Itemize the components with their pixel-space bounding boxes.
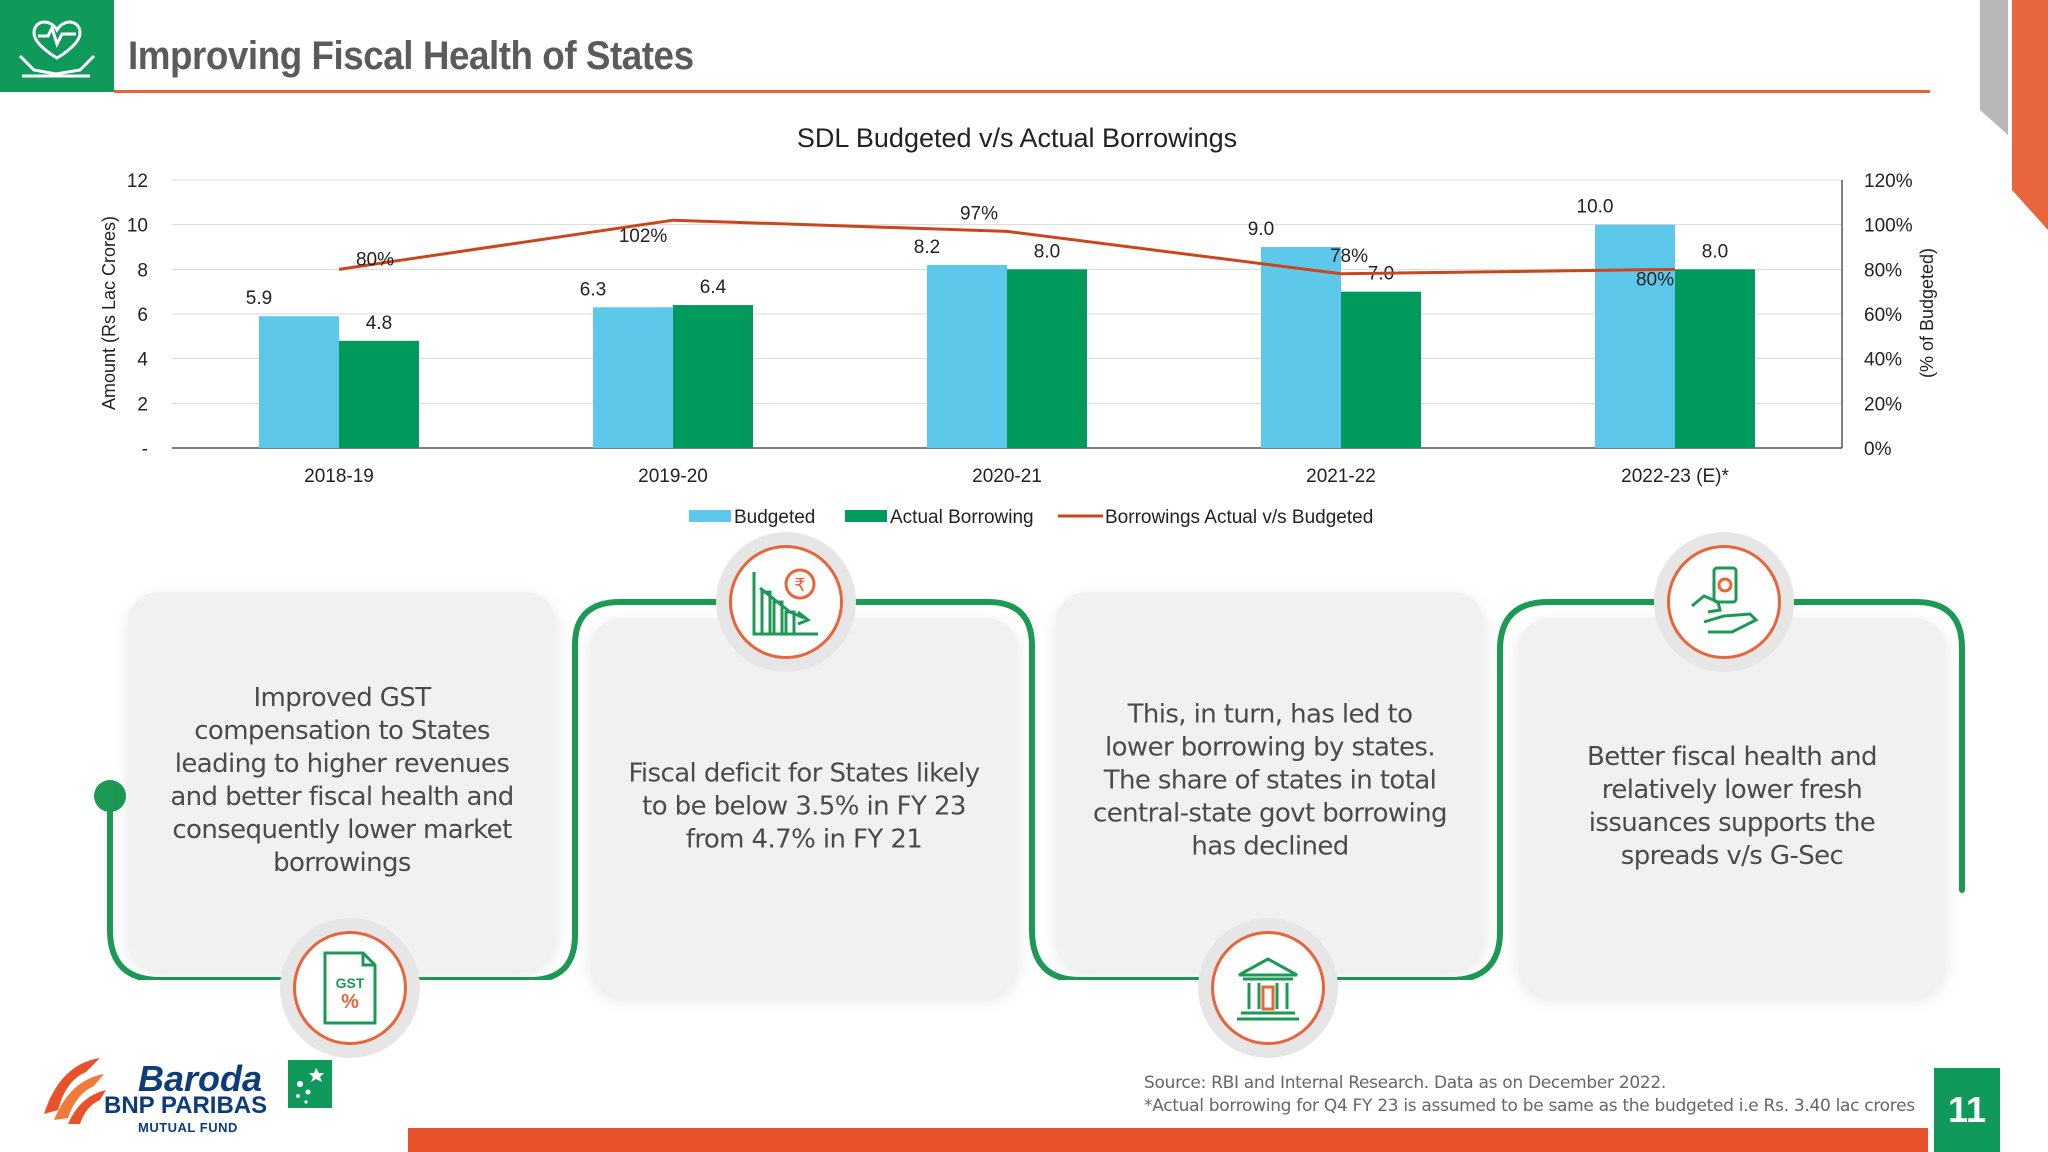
bar-label-actual: 8.0 (1702, 241, 1728, 262)
deficit-icon-badge: ₹ (716, 532, 856, 672)
y-axis-right-label: (% of Budgeted) (1917, 248, 1937, 378)
government-building-icon (1237, 957, 1299, 1021)
source-note: Source: RBI and Internal Research. Data … (1144, 1073, 1666, 1093)
gst-icon-text: GST (336, 975, 365, 991)
y-axis-left-ticks: - 2 4 6 8 10 12 (127, 171, 149, 460)
y-tick-left: 8 (137, 260, 148, 281)
legend: Budgeted Actual Borrowing Borrowings Act… (689, 507, 1373, 528)
timeline-start-dot (94, 780, 126, 812)
corner-decoration (1980, 0, 2048, 230)
bar-actual (1007, 269, 1087, 448)
y-tick-left: 12 (127, 171, 148, 192)
chart-title: SDL Budgeted v/s Actual Borrowings (797, 123, 1237, 153)
card-3-text: This, in turn, has led to lower borrowin… (1093, 699, 1448, 862)
y-tick-right: 100% (1864, 216, 1913, 237)
y-tick-left: 6 (137, 305, 148, 326)
page-number: 11 (1934, 1068, 2000, 1152)
footer-bar (408, 1128, 1928, 1152)
info-card-2: Fiscal deficit for States likely to be b… (590, 618, 1018, 996)
card-1-text: Improved GST compensation to States lead… (170, 683, 514, 878)
brand-bnp-paribas: BNP PARIBAS (104, 1092, 268, 1119)
bar-actual (1675, 269, 1755, 448)
legend-label-budgeted: Budgeted (734, 507, 815, 528)
gst-icon-badge: GST % (280, 918, 420, 1058)
bar-label-actual: 4.8 (366, 313, 392, 334)
y-tick-left: 4 (137, 350, 148, 371)
line-label: 80% (1636, 269, 1674, 290)
logo-box (0, 0, 114, 92)
bar-actual (339, 340, 419, 448)
bar-budgeted (1261, 247, 1341, 448)
y-tick-right: 40% (1864, 350, 1902, 371)
bar-label-actual: 6.4 (700, 277, 727, 298)
bar-budgeted (593, 307, 673, 448)
money-icon-badge (1654, 532, 1794, 672)
info-card-4: Better fiscal health and relatively lowe… (1518, 618, 1946, 996)
bar-label-budgeted: 9.0 (1248, 219, 1274, 240)
footnote: *Actual borrowing for Q4 FY 23 is assume… (1144, 1096, 1915, 1116)
x-tick-label: 2021-22 (1306, 466, 1376, 487)
line-label: 97% (960, 203, 998, 224)
x-axis-ticks: 2018-19 2019-20 2020-21 2021-22 2022-23 (E)* (304, 466, 1729, 487)
y-tick-right: 120% (1864, 171, 1913, 192)
bar-label-actual: 8.0 (1034, 241, 1060, 262)
card-4-text: Better fiscal health and relatively lowe… (1587, 742, 1878, 871)
rupee-symbol: ₹ (794, 575, 805, 596)
x-tick-label: 2020-21 (972, 466, 1042, 487)
borrowings-chart: SDL Budgeted v/s Actual Borrowings - 2 4 6 8… (99, 123, 1937, 528)
y-axis-right-ticks: 0% 20% 40% 60% 80% 100% 120% (1864, 171, 1913, 460)
x-tick-label: 2019-20 (638, 466, 708, 487)
page-title: Improving Fiscal Health of States (128, 34, 694, 78)
bar-actual (673, 305, 753, 448)
info-card-3: This, in turn, has led to lower borrowin… (1056, 592, 1484, 970)
legend-swatch-budgeted (689, 510, 731, 522)
card-2-text: Fiscal deficit for States likely to be b… (628, 758, 980, 855)
line-label: 102% (619, 226, 668, 247)
building-icon-badge (1198, 918, 1338, 1058)
bar-label-budgeted: 10.0 (1577, 197, 1614, 218)
y-tick-right: 20% (1864, 394, 1902, 415)
bar-budgeted (927, 264, 1007, 448)
timeline-connector (94, 599, 1965, 980)
x-tick-label: 2018-19 (304, 466, 374, 487)
bar-label-budgeted: 6.3 (580, 279, 606, 300)
brand-logo (44, 1058, 332, 1124)
bnp-paribas-stars-icon (288, 1060, 332, 1108)
bar-budgeted (259, 316, 339, 448)
legend-label-line: Borrowings Actual v/s Budgeted (1105, 507, 1373, 528)
bar-budgeted (1595, 224, 1675, 448)
bars: 5.94.86.3 6.48.2 8.09.07.010.08.0 (246, 197, 1755, 448)
legend-label-actual: Actual Borrowing (890, 507, 1034, 528)
legend-swatch-actual (845, 510, 887, 522)
hand-money-icon (1691, 566, 1759, 634)
baroda-sunburst-icon (44, 1058, 106, 1124)
y-tick-right: 0% (1864, 439, 1892, 460)
y-tick-left: - (142, 439, 148, 460)
bar-actual (1341, 291, 1421, 448)
gridlines (172, 179, 1843, 449)
y-axis-left-label: Amount (Rs Lac Crores) (99, 216, 119, 410)
info-card-1: Improved GST compensation to States lead… (128, 592, 556, 970)
bar-label-budgeted: 8.2 (914, 237, 940, 258)
declining-chart-rupee-icon: ₹ (752, 568, 818, 636)
brand-baroda: Baroda (138, 1058, 263, 1099)
line-label: 78% (1330, 246, 1368, 267)
y-tick-left: 10 (127, 216, 148, 237)
health-hands-icon (18, 20, 96, 78)
brand-mutual-fund: MUTUAL FUND (138, 1120, 238, 1135)
bar-label-budgeted: 5.9 (246, 288, 272, 309)
svg-text:%: % (341, 991, 359, 1013)
line-series: 80% 102% 97% 78% 80% (338, 203, 1676, 290)
title-divider (114, 90, 1930, 93)
y-tick-right: 60% (1864, 305, 1902, 326)
line-label: 80% (356, 249, 394, 270)
x-tick-label: 2022-23 (E)* (1621, 466, 1729, 487)
y-tick-left: 2 (137, 394, 148, 415)
y-tick-right: 80% (1864, 260, 1902, 281)
gst-icon: GST % (323, 951, 377, 1025)
